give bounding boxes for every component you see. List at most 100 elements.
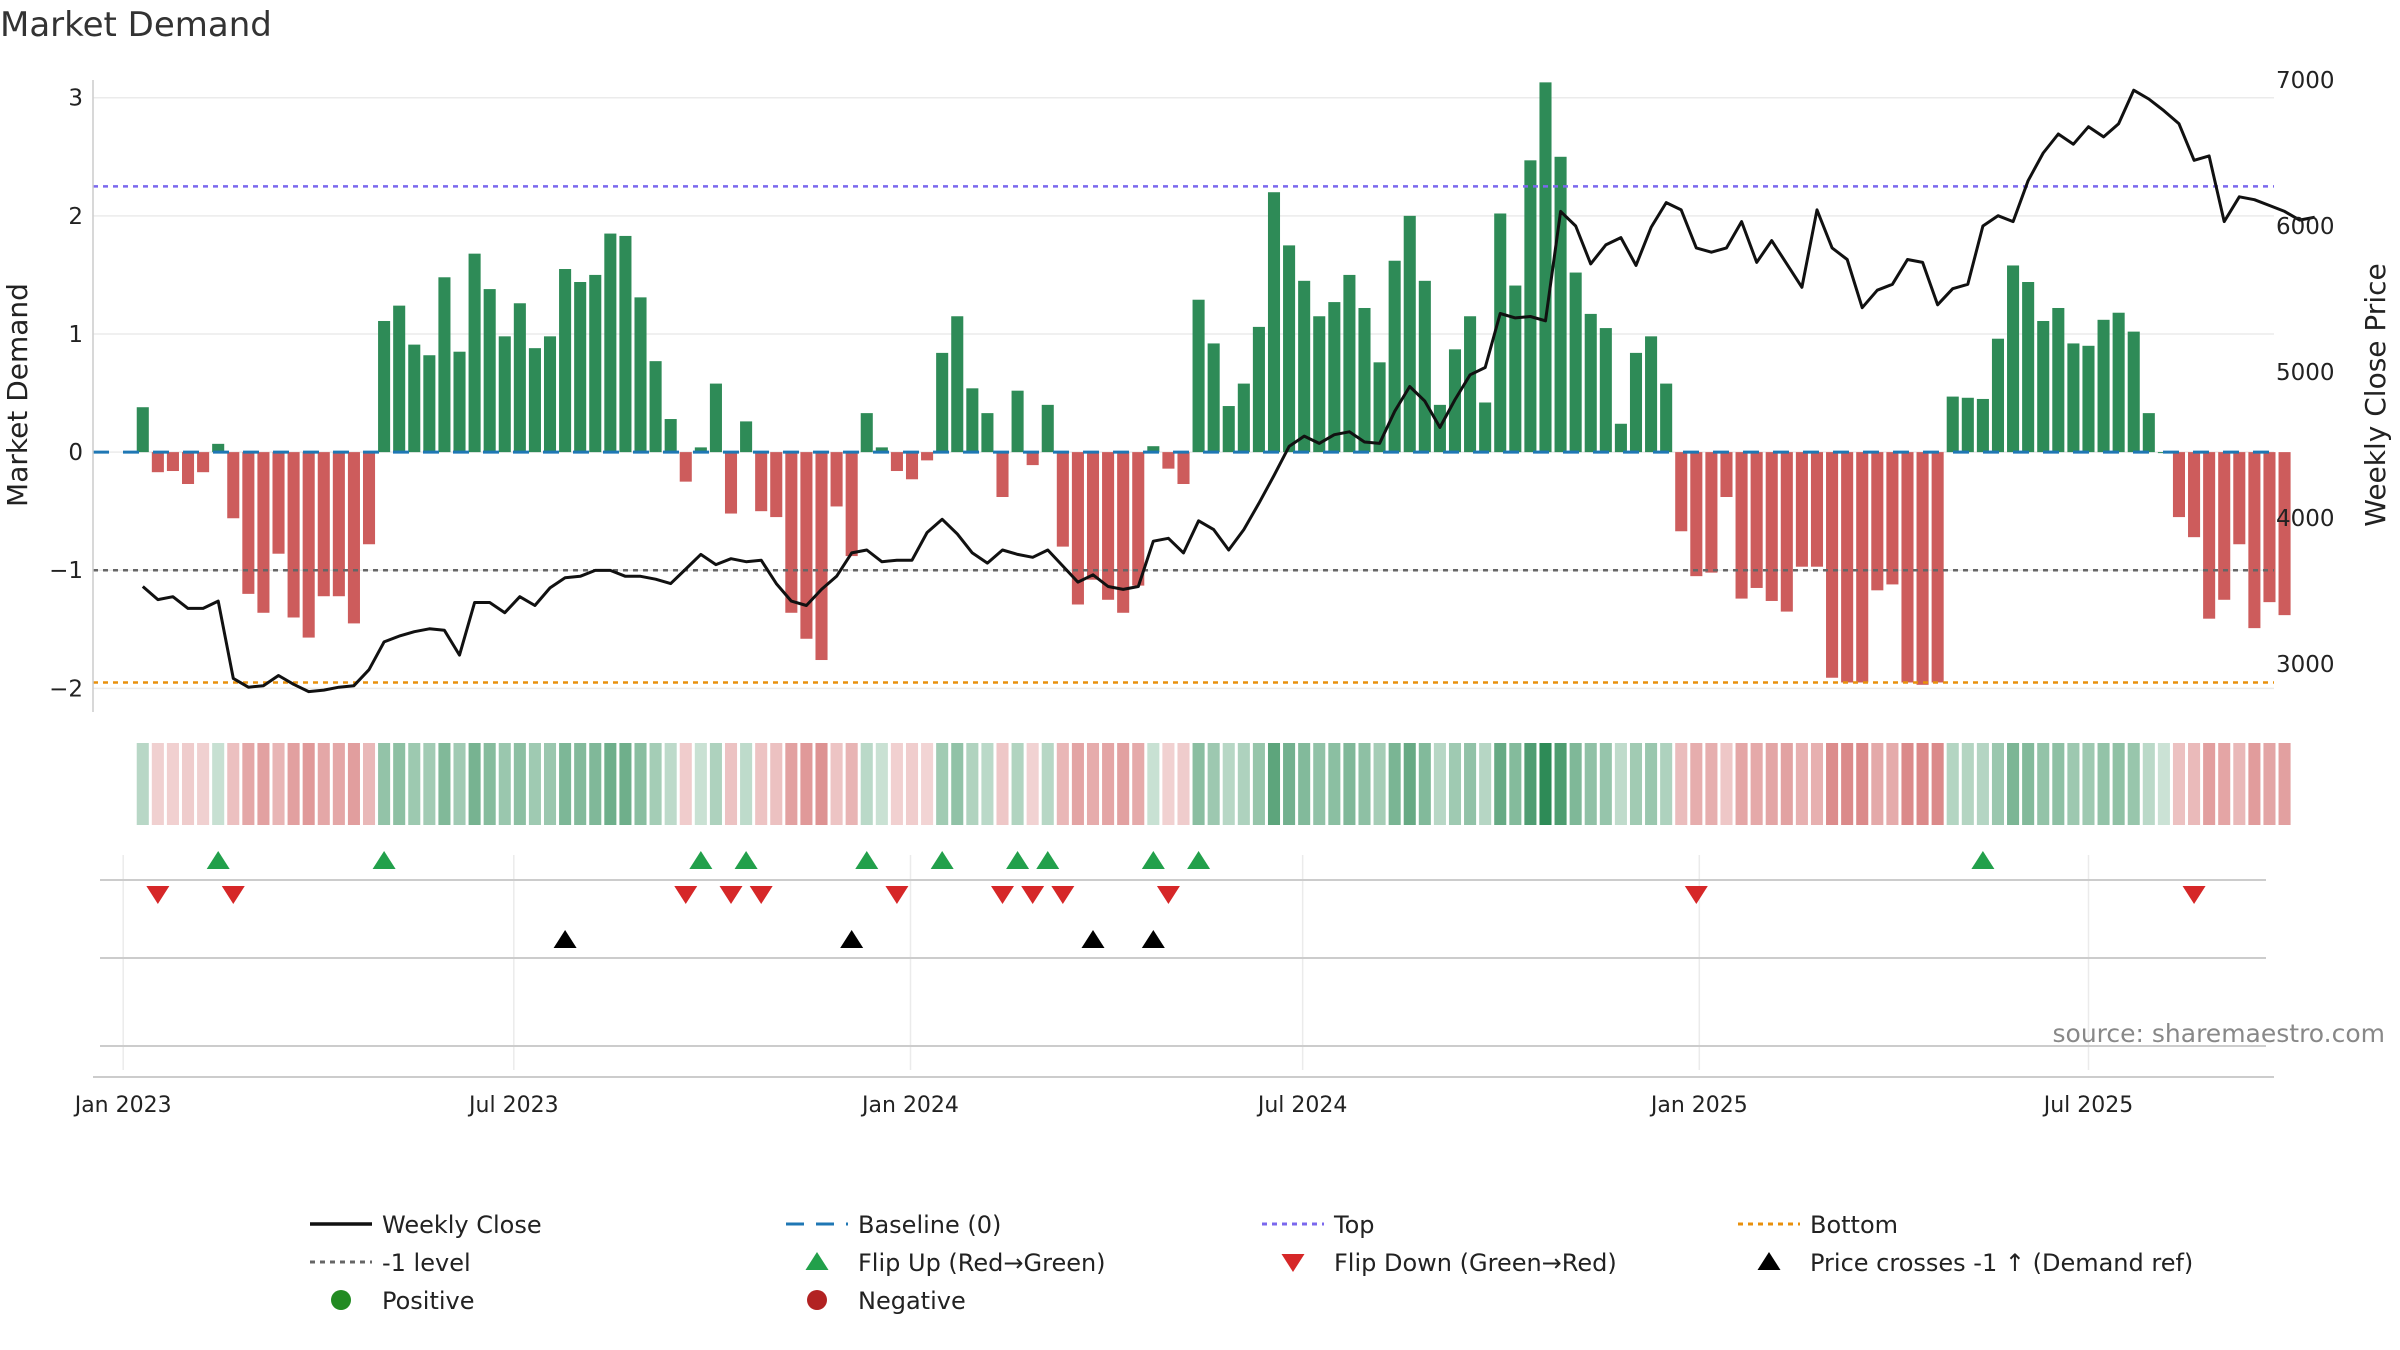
flip-down-marker bbox=[1051, 886, 1075, 904]
y-tick-label-right: 5000 bbox=[2276, 360, 2335, 386]
heat-cell bbox=[1946, 743, 1959, 825]
demand-bar bbox=[559, 269, 572, 453]
demand-bar bbox=[1871, 452, 1884, 591]
heat-cell bbox=[1931, 743, 1944, 825]
legend-item-flipdown: Flip Down (Green→Red) bbox=[1281, 1249, 1617, 1277]
heat-cell bbox=[2097, 743, 2110, 825]
heat-cell bbox=[1509, 743, 1522, 825]
heat-cell bbox=[574, 743, 587, 825]
legend: Weekly Close Baseline (0) Top Bottom -1 leve… bbox=[310, 1211, 2193, 1315]
heat-cell bbox=[1991, 743, 2005, 825]
demand-bar bbox=[890, 452, 903, 472]
heat-cell bbox=[347, 743, 360, 825]
heat-strip bbox=[136, 743, 2291, 825]
heat-cell bbox=[770, 743, 783, 825]
heat-cell bbox=[1720, 743, 1733, 825]
heat-cell bbox=[1629, 743, 1643, 825]
demand-bar bbox=[951, 316, 964, 453]
heat-cell bbox=[1267, 743, 1281, 825]
demand-bar bbox=[2127, 331, 2140, 453]
heat-cell bbox=[1071, 743, 1084, 825]
legend-swatch bbox=[1281, 1254, 1305, 1272]
legend-label: Price crosses -1 ↑ (Demand ref) bbox=[1810, 1249, 2193, 1277]
heat-cell bbox=[981, 743, 994, 825]
demand-bar bbox=[1660, 383, 1673, 453]
demand-bar bbox=[212, 443, 225, 453]
heat-cell bbox=[317, 743, 330, 825]
legend-label: Weekly Close bbox=[382, 1211, 542, 1239]
flip-down-marker bbox=[991, 886, 1015, 904]
demand-bar bbox=[257, 452, 270, 613]
heat-cell bbox=[528, 743, 541, 825]
demand-bar bbox=[770, 452, 783, 518]
price-cross-marker bbox=[840, 930, 864, 948]
heat-cell bbox=[951, 743, 964, 825]
demand-bar bbox=[634, 297, 647, 453]
demand-bar bbox=[1403, 215, 1416, 453]
demand-bar bbox=[694, 447, 707, 453]
demand-bar bbox=[1418, 280, 1431, 453]
demand-bar bbox=[483, 289, 496, 453]
heat-cell bbox=[408, 743, 421, 825]
demand-bar bbox=[1841, 452, 1854, 683]
heat-cell bbox=[468, 743, 481, 825]
demand-bar bbox=[1479, 402, 1492, 453]
heat-cell bbox=[785, 743, 798, 825]
heat-cell bbox=[2188, 743, 2201, 825]
demand-bar bbox=[649, 361, 662, 453]
demand-bar bbox=[1795, 452, 1808, 567]
demand-bar bbox=[1041, 404, 1054, 453]
demand-bar bbox=[1222, 406, 1235, 453]
heat-cell bbox=[1961, 743, 1974, 825]
flip-down-marker bbox=[146, 886, 170, 904]
demand-bar bbox=[393, 305, 406, 453]
y-tick-label-left: −2 bbox=[49, 676, 83, 702]
demand-bar bbox=[347, 452, 360, 624]
demand-bar bbox=[2097, 319, 2110, 453]
demand-bar bbox=[317, 452, 330, 597]
heat-cell bbox=[423, 743, 436, 825]
demand-bar bbox=[905, 452, 919, 480]
heat-cell bbox=[1177, 743, 1190, 825]
heat-cell bbox=[1403, 743, 1416, 825]
heat-cell bbox=[136, 743, 149, 825]
heat-cell bbox=[664, 743, 677, 825]
demand-bar bbox=[1026, 452, 1039, 466]
demand-bar bbox=[1117, 452, 1130, 613]
heat-cell bbox=[2082, 743, 2095, 825]
heat-cell bbox=[1313, 743, 1326, 825]
demand-bar bbox=[755, 452, 768, 512]
grid-lines bbox=[93, 96, 2274, 1070]
y-tick-label-left: −1 bbox=[49, 558, 83, 584]
heat-cell bbox=[1117, 743, 1130, 825]
demand-bar bbox=[1614, 423, 1627, 453]
demand-bar bbox=[709, 383, 722, 453]
flip-down-marker bbox=[719, 886, 743, 904]
legend-item-minus1: -1 level bbox=[310, 1249, 471, 1277]
demand-bar bbox=[740, 421, 753, 453]
heat-cell bbox=[287, 743, 300, 825]
demand-bar bbox=[287, 452, 300, 618]
heat-cell bbox=[227, 743, 240, 825]
demand-bar bbox=[860, 413, 873, 453]
reference-levels bbox=[93, 185, 2274, 684]
heat-cell bbox=[302, 743, 315, 825]
heat-cell bbox=[2067, 743, 2080, 825]
demand-bar bbox=[2263, 452, 2276, 603]
demand-bar bbox=[2203, 452, 2216, 619]
demand-bar bbox=[679, 452, 692, 482]
demand-bar bbox=[1524, 160, 1537, 453]
demand-bar bbox=[1976, 398, 1989, 453]
heat-cell bbox=[2203, 743, 2216, 825]
demand-bar bbox=[543, 336, 557, 453]
demand-bar bbox=[1464, 316, 1477, 453]
demand-bar bbox=[574, 282, 587, 453]
heat-cell bbox=[197, 743, 210, 825]
legend-item-positive: Positive bbox=[331, 1287, 475, 1315]
demand-bar bbox=[936, 352, 949, 453]
event-markers bbox=[100, 851, 2266, 1047]
demand-bar bbox=[528, 348, 541, 453]
demand-bar bbox=[1358, 307, 1371, 453]
demand-bar bbox=[2233, 452, 2246, 545]
source-note: source: sharemaestro.com bbox=[2053, 1019, 2386, 1048]
